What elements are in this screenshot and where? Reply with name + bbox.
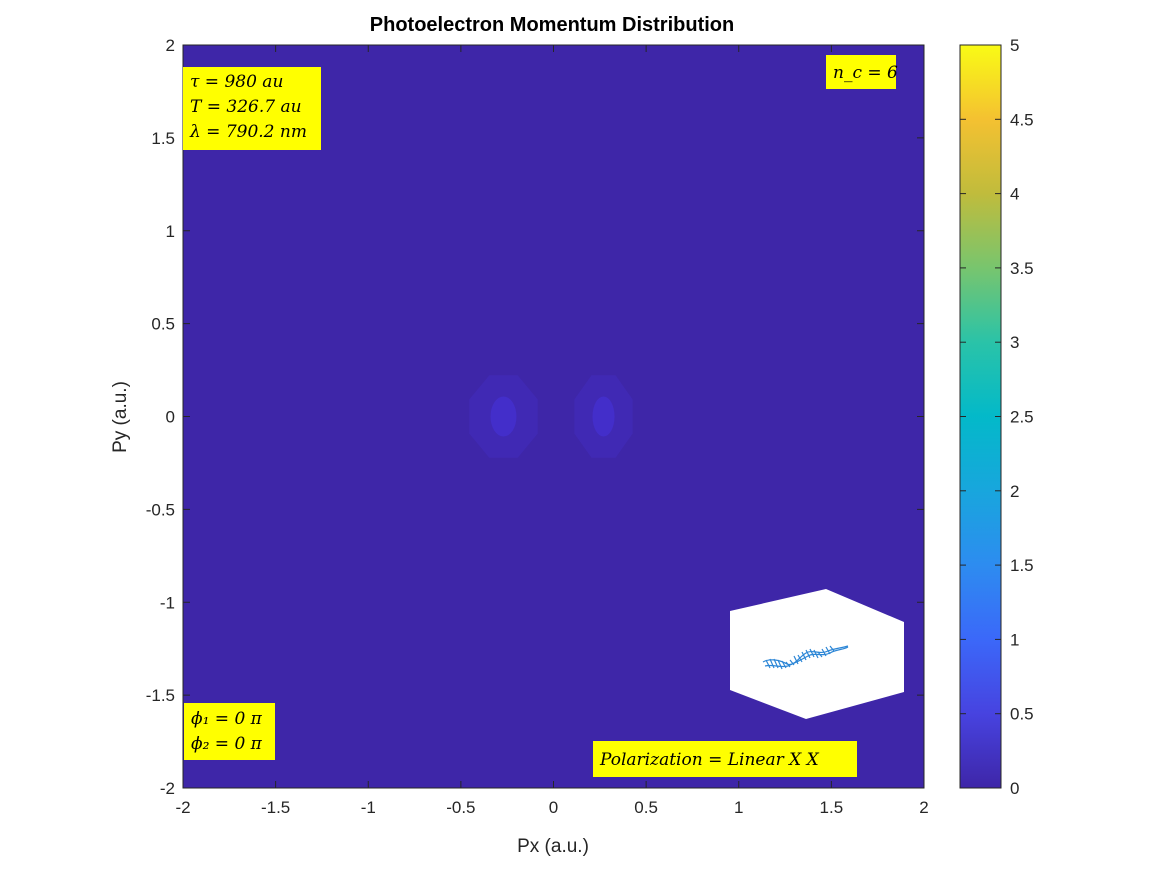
colorbar-gradient <box>960 45 1001 788</box>
y-axis-ticks: -2 -1.5 -1 -0.5 0 0.5 1 1.5 2 <box>146 36 924 798</box>
x-tick-label: 0 <box>549 798 558 817</box>
colorbar-tick-label: 0 <box>1010 779 1019 798</box>
polarization-inset <box>730 589 904 719</box>
colorbar-tick-label: 3.5 <box>1010 259 1034 278</box>
y-tick-label: 1.5 <box>151 129 175 148</box>
params-annotation: τ = 980 au T = 326.7 au λ = 790.2 nm <box>183 67 321 150</box>
param-wavelength: λ = 790.2 nm <box>189 122 307 142</box>
x-tick-label: -1.5 <box>261 798 290 817</box>
y-tick-label: 2 <box>166 36 175 55</box>
y-tick-label: 0.5 <box>151 315 175 334</box>
colorbar-tick-label: 3 <box>1010 333 1019 352</box>
x-tick-label: -1 <box>361 798 376 817</box>
phase-1: ϕ₁ = 0 π <box>191 709 263 729</box>
y-tick-label: -2 <box>160 779 175 798</box>
inset-field-trace <box>762 645 849 670</box>
polarization-annotation: Polarization = Linear X X <box>593 741 857 777</box>
x-axis-label: Px (a.u.) <box>517 836 589 857</box>
nc-annotation: n_c = 6 <box>826 55 898 89</box>
y-axis-label: Py (a.u.) <box>110 381 131 453</box>
colorbar-tick-label: 5 <box>1010 36 1019 55</box>
heatmap-lobe-core <box>592 396 615 437</box>
x-tick-label: 1 <box>734 798 743 817</box>
x-axis-ticks: -2 -1.5 -1 -0.5 0 0.5 1 1.5 2 <box>175 45 929 817</box>
colorbar-tick-label: 2.5 <box>1010 408 1034 427</box>
colorbar-tick-label: 1 <box>1010 630 1019 649</box>
phase-annotation: ϕ₁ = 0 π ϕ₂ = 0 π <box>184 703 275 760</box>
x-tick-label: 0.5 <box>634 798 658 817</box>
colorbar-tick-label: 4.5 <box>1010 110 1034 129</box>
y-tick-label: -1 <box>160 593 175 612</box>
y-tick-label: 0 <box>166 408 175 427</box>
x-tick-label: 2 <box>919 798 928 817</box>
heatmap-lobe-core <box>490 396 517 437</box>
x-tick-label: 1.5 <box>820 798 844 817</box>
param-tau: τ = 980 au <box>190 72 283 92</box>
y-tick-label: -1.5 <box>146 686 175 705</box>
param-period: T = 326.7 au <box>190 97 302 117</box>
phase-2: ϕ₂ = 0 π <box>191 734 263 754</box>
colorbar-ticks: 0 0.5 1 1.5 2 2.5 3 3.5 4 4.5 5 <box>960 36 1034 798</box>
heatmap-features <box>469 375 633 458</box>
y-tick-label: -0.5 <box>146 500 175 519</box>
colorbar-tick-label: 1.5 <box>1010 556 1034 575</box>
chart-title: Photoelectron Momentum Distribution <box>370 14 734 36</box>
colorbar-tick-label: 2 <box>1010 482 1019 501</box>
polarization-label: Polarization = Linear X X <box>599 750 820 770</box>
colorbar-tick-label: 0.5 <box>1010 705 1034 724</box>
colorbar-tick-label: 4 <box>1010 185 1019 204</box>
x-tick-label: -2 <box>175 798 190 817</box>
nc-label: n_c = 6 <box>833 63 898 83</box>
y-tick-label: 1 <box>166 222 175 241</box>
x-tick-label: -0.5 <box>446 798 475 817</box>
